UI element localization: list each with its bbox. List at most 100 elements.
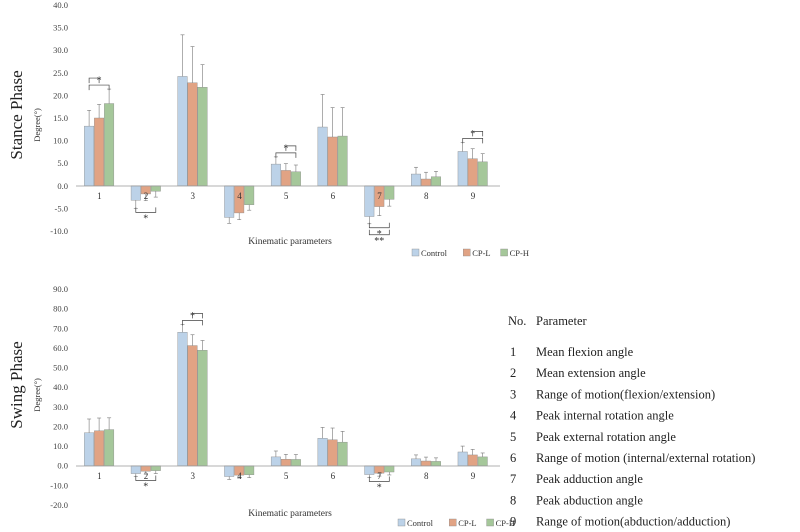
swing-y-tick-label: 50.0	[53, 363, 68, 373]
key-row-number: 3	[510, 387, 516, 401]
swing-bar-cph	[337, 441, 348, 466]
swing-legend-label: CP-H	[496, 518, 515, 528]
swing-bar-cpl	[187, 345, 198, 466]
key-header-no: No.	[508, 314, 526, 328]
stance-significance-star: *	[377, 229, 382, 240]
swing-bar-cpl	[280, 459, 291, 466]
swing-category-labels: 1 2 3 4 5 6 7 8 9	[97, 471, 476, 481]
swing-bar-control	[317, 438, 328, 466]
stance-y-tick-label: 25.0	[53, 68, 68, 78]
swing-y-tick-label: 30.0	[53, 402, 68, 412]
stance-y-tick-label: -10.0	[50, 226, 68, 236]
stance-category-label: 5	[284, 191, 289, 201]
stance-y-axis-title: Degree(°)	[32, 108, 42, 142]
stance-legend-swatch	[500, 248, 508, 257]
swing-legend-label: CP-L	[458, 518, 476, 528]
stance-y-tick-label: 40.0	[53, 0, 68, 10]
stance-significance-bracket	[88, 77, 100, 84]
swing-y-tick-label: 60.0	[53, 343, 68, 353]
swing-phase-label: Swing Phase	[7, 341, 26, 428]
stance-category-label: 9	[471, 191, 476, 201]
stance-bar-cph	[104, 103, 115, 187]
swing-y-tick-label: 40.0	[53, 382, 68, 392]
swing-category-label: 1	[97, 471, 102, 481]
stance-significance-star: **	[374, 236, 384, 247]
swing-bar-cph	[477, 456, 488, 466]
swing-category-label: 8	[424, 471, 429, 481]
stance-phase-label: Stance Phase	[7, 70, 26, 159]
stance-bar-control	[457, 151, 468, 186]
stance-y-tick-label: 20.0	[53, 90, 68, 100]
swing-y-tick-label: 90.0	[53, 284, 68, 294]
swing-y-ticks: -20.0 -10.0 0.0 10.0 20.0 30.0 40.0 50.0 60.0 70.…	[50, 284, 68, 510]
swing-legend-swatch	[397, 518, 406, 527]
stance-bar-cph	[290, 171, 301, 186]
swing-significance-star: *	[377, 483, 382, 494]
stance-bar-control	[317, 126, 328, 186]
stance-y-tick-label: 35.0	[53, 23, 68, 33]
swing-category-label: 2	[144, 471, 149, 481]
swing-bar-cph	[150, 465, 161, 471]
key-row-number: 7	[510, 472, 516, 486]
stance-bar-cph	[477, 161, 488, 186]
stance-category-labels: 1 2 3 4 5 6 7 8 9	[97, 191, 476, 201]
swing-x-axis-title: Kinematic parameters	[248, 509, 332, 519]
stance-x-axis-title: Kinematic parameters	[248, 237, 332, 247]
stance-bar-cph	[150, 185, 161, 192]
stance-bar-control	[224, 185, 235, 218]
stance-y-ticks: -10.0 -5.0 0.0 5.0 10.0 15.0 20.0 25.0 30.0 35.0 4…	[50, 0, 68, 236]
swing-bar-cph	[431, 461, 441, 466]
swing-bar-control	[411, 458, 421, 466]
stance-significance-star: *	[143, 213, 148, 224]
stance-bar-cph	[244, 185, 255, 205]
stance-bar-cph	[197, 87, 208, 187]
stance-bar-control	[411, 173, 421, 187]
stance-legend-label: Control	[421, 248, 448, 258]
stance-significance-bracket	[368, 229, 390, 236]
stance-significance-bracket	[368, 222, 390, 229]
stance-bar-cpl	[280, 170, 291, 187]
key-row-parameter: Peak adduction angle	[536, 472, 643, 486]
stance-y-tick-label: 0.0	[57, 181, 68, 191]
swing-category-label: 9	[471, 471, 476, 481]
swing-bar-control	[177, 332, 188, 466]
swing-category-label: 7	[377, 471, 382, 481]
stance-bar-control	[177, 76, 188, 187]
swing-bar-cpl	[327, 439, 338, 466]
stance-significance-bracket	[135, 207, 157, 213]
stance-legend-label: CP-H	[510, 248, 529, 258]
swing-y-tick-label: 0.0	[57, 461, 68, 471]
stance-y-tick-label: 15.0	[53, 113, 68, 123]
stance-bar-cpl	[187, 82, 198, 187]
key-row-parameter: Mean flexion angle	[536, 345, 634, 359]
swing-y-tick-label: 20.0	[53, 421, 68, 431]
stance-y-tick-label: 30.0	[53, 45, 68, 55]
key-header-parameter: Parameter	[536, 314, 588, 328]
key-row-parameter: Peak abduction angle	[536, 493, 643, 507]
swing-category-label: 5	[284, 471, 289, 481]
swing-bar-cph	[384, 465, 395, 473]
stance-significance-bracket	[285, 145, 297, 151]
swing-significance-bracket	[182, 319, 203, 326]
stance-significance-bracket	[88, 84, 110, 91]
swing-bar-control	[364, 465, 375, 475]
key-row-parameter: Range of motion (internal/external rotat…	[536, 451, 755, 465]
stance-category-label: 1	[97, 191, 102, 201]
stance-bar-cpl	[467, 158, 478, 186]
swing-category-label: 3	[191, 471, 196, 481]
swing-y-tick-label: 80.0	[53, 304, 68, 314]
parameter-key: No. Parameter 1 Mean flexion angle 2 Mean e…	[508, 314, 755, 529]
stance-bar-cpl	[94, 117, 105, 187]
key-row-number: 2	[510, 366, 516, 380]
swing-significance-star: *	[143, 482, 148, 493]
swing-bar-cph	[104, 429, 115, 466]
stance-category-label: 3	[191, 191, 196, 201]
swing-y-tick-label: 70.0	[53, 323, 68, 333]
swing-significance-bracket	[192, 312, 203, 319]
stance-category-label: 4	[237, 191, 242, 201]
stance-legend-swatch	[411, 248, 420, 257]
swing-category-label: 4	[237, 471, 242, 481]
swing-significance-bracket	[368, 476, 390, 482]
stance-significance-bracket	[275, 152, 297, 158]
